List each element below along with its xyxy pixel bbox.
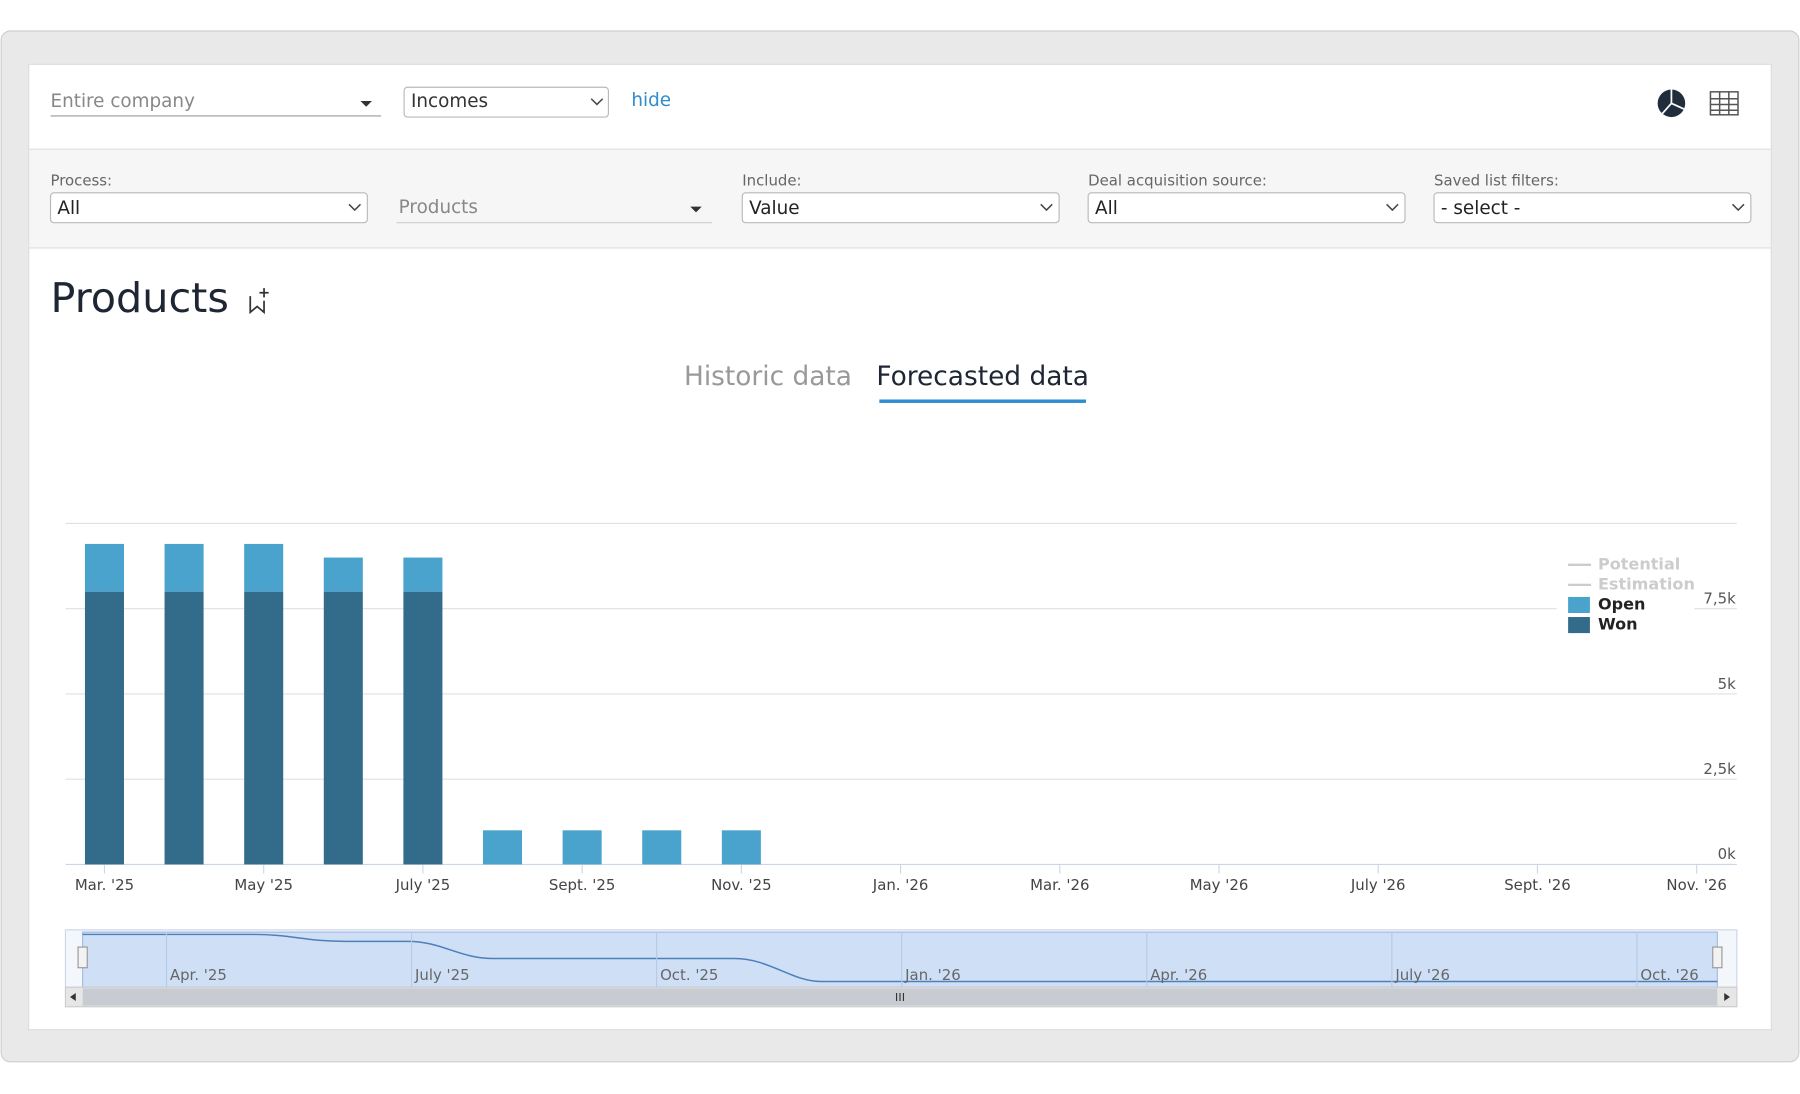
- pie-icon[interactable]: [1657, 89, 1686, 118]
- filter-select-text[interactable]: Value: [749, 198, 799, 219]
- filter-select[interactable]: [1433, 192, 1752, 224]
- chevron: [1386, 203, 1399, 212]
- filter-select-text[interactable]: All: [57, 198, 80, 219]
- table-icon[interactable]: [1709, 91, 1739, 116]
- type-select[interactable]: [403, 86, 609, 118]
- bar: [562, 830, 602, 865]
- filter-select-text[interactable]: All: [1095, 198, 1118, 219]
- filter-label: Process:: [51, 171, 113, 189]
- tab[interactable]: Historic data: [684, 361, 852, 392]
- navigator-label: Apr. '26: [1150, 966, 1207, 984]
- bar: [403, 591, 443, 865]
- filter-select[interactable]: [49, 192, 368, 224]
- filter-label: Saved list filters:: [1434, 171, 1559, 189]
- filter-select[interactable]: [741, 192, 1060, 224]
- x-tick-label: Sept. '25: [549, 876, 615, 894]
- bar: [323, 591, 363, 865]
- y-tick-label: 5k: [1718, 675, 1736, 693]
- hide-link[interactable]: hide: [631, 90, 671, 111]
- filter-select-text[interactable]: Products: [399, 197, 478, 218]
- bar: [642, 830, 682, 865]
- x-tick-label: Jan. '26: [872, 876, 929, 894]
- legend-label[interactable]: Won: [1598, 615, 1638, 634]
- navigator-label: Oct. '25: [660, 966, 718, 984]
- x-tick-label: Mar. '26: [1030, 876, 1089, 894]
- bar: [84, 591, 124, 865]
- bar: [403, 557, 443, 592]
- bar: [721, 830, 761, 865]
- chart: 0k 2,5k 5k 7,5k Mar. '25 May '25 July '25 Sept.…: [65, 522, 1737, 894]
- chevron: [1731, 203, 1745, 212]
- bar: [164, 543, 204, 592]
- y-tick-label: 2,5k: [1703, 760, 1736, 778]
- filter-label: Include:: [742, 171, 801, 189]
- type-select-text[interactable]: Incomes: [411, 91, 488, 112]
- y-tick-label: 7,5k: [1703, 590, 1736, 608]
- navigator-label: Apr. '25: [170, 966, 227, 984]
- navigator-label: Oct. '26: [1640, 966, 1698, 984]
- tab-underline: [879, 399, 1086, 403]
- x-tick-label: Nov. '26: [1666, 876, 1726, 894]
- tab-active[interactable]: Forecasted data: [876, 361, 1089, 392]
- legend-label[interactable]: Estimation: [1598, 574, 1695, 593]
- legend-label[interactable]: Open: [1598, 594, 1645, 613]
- bar: [483, 830, 523, 865]
- chevron: [1040, 203, 1053, 212]
- bar: [244, 591, 284, 865]
- x-tick-label: May '25: [234, 876, 293, 894]
- y-tick-label: 0k: [1718, 845, 1736, 863]
- legend-swatch: [1568, 617, 1590, 634]
- x-tick-label: May '26: [1190, 876, 1249, 894]
- navigator-label: July '25: [414, 966, 470, 984]
- legend-swatch: [1568, 596, 1590, 614]
- navigator-label: July '26: [1394, 966, 1450, 984]
- chevron: [348, 203, 361, 212]
- chevron: [590, 98, 604, 106]
- scope-select-text[interactable]: Entire company: [51, 91, 196, 112]
- bar: [323, 557, 363, 592]
- filter-label: Deal acquisition source:: [1088, 171, 1267, 189]
- bar: [244, 543, 284, 592]
- x-tick-label: Nov. '25: [711, 876, 771, 894]
- x-tick-label: Sept. '26: [1504, 876, 1570, 894]
- caret: [690, 206, 702, 213]
- page-heading: Products: [51, 274, 229, 322]
- legend-label[interactable]: Potential: [1598, 554, 1680, 573]
- x-tick-label: Mar. '25: [75, 876, 134, 894]
- bar: [164, 591, 204, 865]
- caret: [360, 101, 372, 107]
- x-tick-label: July '25: [395, 876, 451, 894]
- filter-select[interactable]: [1087, 192, 1406, 224]
- x-tick-label: July '26: [1350, 876, 1406, 894]
- navigator-label: Jan. '26: [904, 966, 961, 984]
- bookmark-icon[interactable]: [249, 288, 269, 315]
- filter-select-text[interactable]: - select -: [1441, 198, 1520, 219]
- bar: [84, 543, 124, 592]
